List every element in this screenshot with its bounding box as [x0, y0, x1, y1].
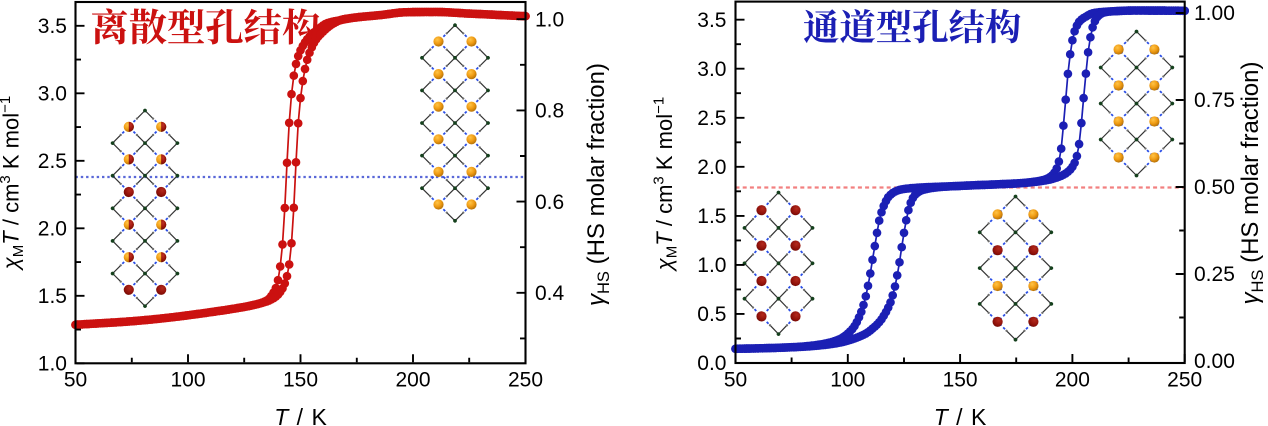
svg-text:0.75: 0.75 [1194, 89, 1235, 112]
svg-text:250: 250 [1167, 369, 1202, 392]
svg-text:1.5: 1.5 [38, 285, 67, 308]
svg-text:0.4: 0.4 [535, 282, 565, 305]
svg-text:1.00: 1.00 [1194, 2, 1235, 25]
svg-text:150: 150 [283, 369, 318, 392]
svg-text:50: 50 [64, 369, 87, 392]
svg-text:2.5: 2.5 [38, 150, 67, 173]
svg-text:0.8: 0.8 [535, 100, 564, 123]
svg-text:0.25: 0.25 [1194, 263, 1235, 286]
svg-text:200: 200 [1055, 369, 1090, 392]
svg-text:100: 100 [170, 369, 205, 392]
svg-text:1.0: 1.0 [535, 8, 564, 31]
svg-text:γHS (HS molar fraction): γHS (HS molar fraction) [583, 63, 613, 306]
svg-text:0.0: 0.0 [697, 352, 726, 375]
svg-text:0.5: 0.5 [697, 303, 726, 326]
svg-text:χMT / cm3 K mol−1: χMT / cm3 K mol−1 [0, 96, 27, 271]
svg-text:3.0: 3.0 [38, 83, 67, 106]
svg-text:50: 50 [724, 369, 747, 392]
svg-text:3.5: 3.5 [697, 9, 726, 32]
svg-text:2.0: 2.0 [697, 156, 726, 179]
svg-text:3.5: 3.5 [38, 15, 67, 38]
svg-text:100: 100 [830, 369, 865, 392]
svg-text:T / K: T / K [274, 404, 327, 426]
svg-text:1.0: 1.0 [697, 254, 726, 277]
svg-text:2.0: 2.0 [38, 218, 67, 241]
svg-text:T / K: T / K [934, 404, 987, 426]
svg-text:3.0: 3.0 [697, 58, 726, 81]
svg-text:1.5: 1.5 [697, 205, 726, 228]
svg-text:χMT / cm3 K mol−1: χMT / cm3 K mol−1 [651, 97, 681, 272]
svg-text:200: 200 [395, 369, 430, 392]
svg-text:2.5: 2.5 [697, 107, 726, 130]
svg-text:0.6: 0.6 [535, 191, 564, 214]
svg-text:250: 250 [508, 369, 543, 392]
svg-text:0.00: 0.00 [1194, 350, 1235, 373]
svg-text:150: 150 [943, 369, 978, 392]
svg-text:0.50: 0.50 [1194, 176, 1235, 199]
svg-text:γHS (HS molar fraction): γHS (HS molar fraction) [1237, 62, 1267, 305]
svg-text:1.0: 1.0 [38, 353, 67, 376]
